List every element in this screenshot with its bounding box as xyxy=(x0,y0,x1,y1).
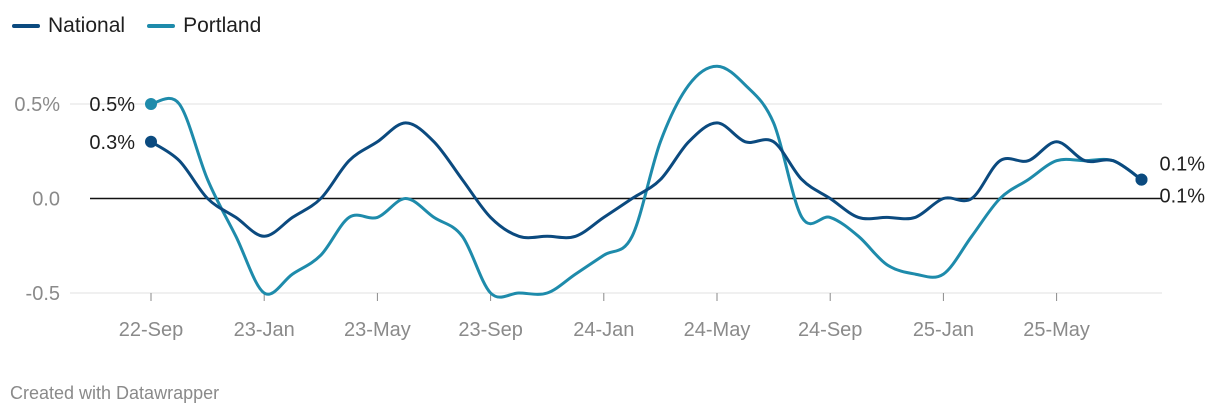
legend-swatch-national xyxy=(12,24,40,28)
x-tick-label-1: 23-Jan xyxy=(234,319,295,341)
start-label-national: 0.3% xyxy=(89,132,135,154)
grid-layer: 0.5% 0.0 -0.5 22-Sep 23-Jan 23-May 23-Sep 24-Ja… xyxy=(14,94,1162,341)
start-label-portland: 0.5% xyxy=(89,94,135,116)
legend-swatch-portland xyxy=(147,24,176,28)
legend-item-national: National xyxy=(12,14,125,38)
legend-item-portland: Portland xyxy=(147,14,261,38)
y-tick-label-1: 0.0 xyxy=(32,189,60,211)
x-tick-label-0: 22-Sep xyxy=(119,319,184,341)
y-tick-label-2: -0.5 xyxy=(26,283,60,305)
x-tick-label-2: 23-May xyxy=(344,319,411,341)
x-tick-label-7: 25-Jan xyxy=(913,319,974,341)
legend-label-portland: Portland xyxy=(183,14,262,37)
series-layer xyxy=(145,64,1148,299)
x-tick-label-8: 25-May xyxy=(1023,319,1090,341)
start-point-portland xyxy=(145,98,157,110)
start-point-national xyxy=(145,135,157,148)
series-line-national xyxy=(149,121,1143,240)
label-layer: 0.5% 0.1% 0.3% 0.1% xyxy=(89,94,1205,208)
x-tick-label-5: 24-May xyxy=(684,319,751,341)
legend-label-national: National xyxy=(48,14,126,37)
datawrapper-credit: Created with Datawrapper xyxy=(10,383,220,403)
x-tick-label-6: 24-Sep xyxy=(798,319,863,341)
legend: National Portland xyxy=(12,14,261,38)
x-tick-label-3: 23-Sep xyxy=(458,319,523,341)
end-point-national xyxy=(1135,173,1148,186)
series-line-portland xyxy=(149,64,1143,299)
y-tick-label-0: 0.5% xyxy=(14,94,60,116)
end-label-national: 0.1% xyxy=(1160,154,1206,176)
x-tick-label-4: 24-Jan xyxy=(573,319,634,341)
end-label-portland: 0.1% xyxy=(1160,186,1206,208)
